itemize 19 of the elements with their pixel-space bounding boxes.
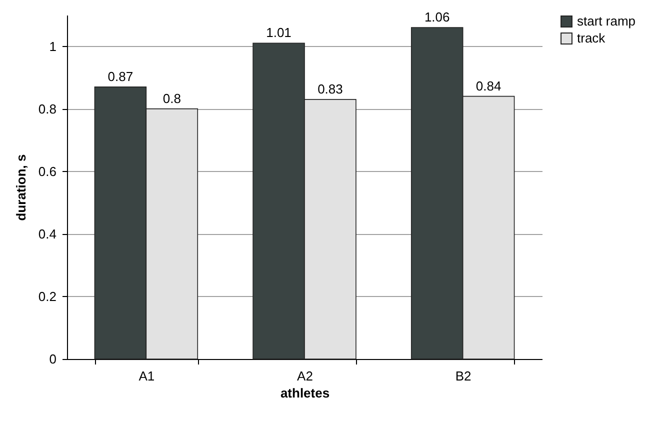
y-axis-title: duration, s [13,154,28,221]
legend-label: track [577,30,606,46]
y-tick-label: 0 [49,352,56,366]
y-tick-label: 0.6 [38,164,56,179]
data-label: 0.83 [318,81,343,96]
data-label: 1.06 [424,10,450,25]
y-tick-label: 0.8 [38,101,56,116]
x-axis-title: athletes [280,386,330,400]
y-tick-label: 0.4 [38,226,56,242]
x-tick-label: A2 [297,368,313,384]
y-tick-label: 1 [49,38,56,54]
y-tick-label: 0.2 [38,288,56,304]
legend-label: start ramp [577,14,636,28]
data-label: 1.01 [266,25,292,40]
data-label: 0.84 [476,78,502,94]
data-label: 0.87 [108,68,134,84]
data-label: 0.8 [162,90,181,106]
x-tick-label: A1 [138,368,155,384]
x-tick-label: B2 [455,368,472,384]
